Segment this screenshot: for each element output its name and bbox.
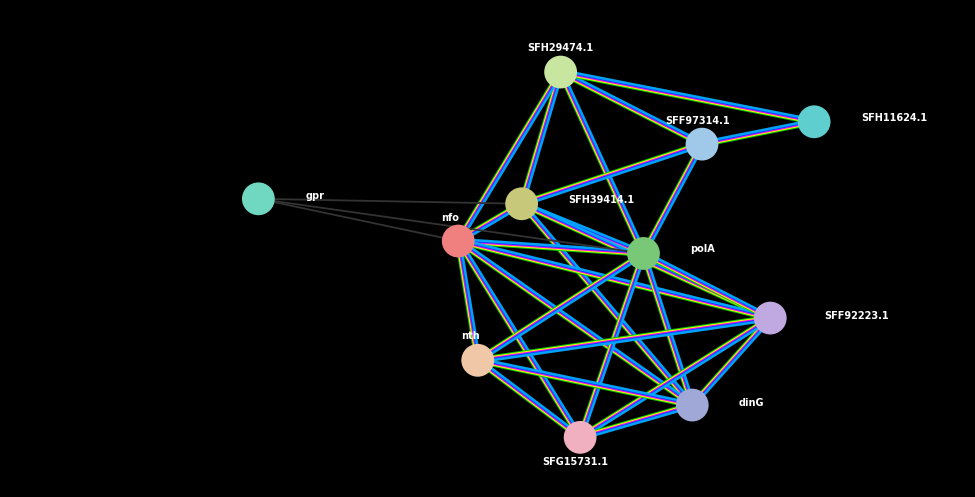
Circle shape [442,225,475,257]
Circle shape [627,237,660,270]
Text: SFH39414.1: SFH39414.1 [568,195,635,205]
Text: nth: nth [460,331,480,341]
Circle shape [242,182,275,215]
Circle shape [505,187,538,220]
Text: SFH11624.1: SFH11624.1 [861,113,927,123]
Text: nfo: nfo [442,213,459,223]
Text: SFF97314.1: SFF97314.1 [665,116,729,126]
Circle shape [798,105,831,138]
Text: SFH29474.1: SFH29474.1 [527,43,594,53]
Circle shape [544,56,577,88]
Circle shape [461,344,494,377]
Circle shape [676,389,709,421]
Circle shape [754,302,787,334]
Text: SFG15731.1: SFG15731.1 [542,457,608,467]
Circle shape [685,128,719,161]
Text: SFF92223.1: SFF92223.1 [824,311,888,321]
Text: gpr: gpr [305,191,324,201]
Text: dinG: dinG [739,398,764,408]
Circle shape [564,421,597,454]
Text: polA: polA [690,245,715,254]
